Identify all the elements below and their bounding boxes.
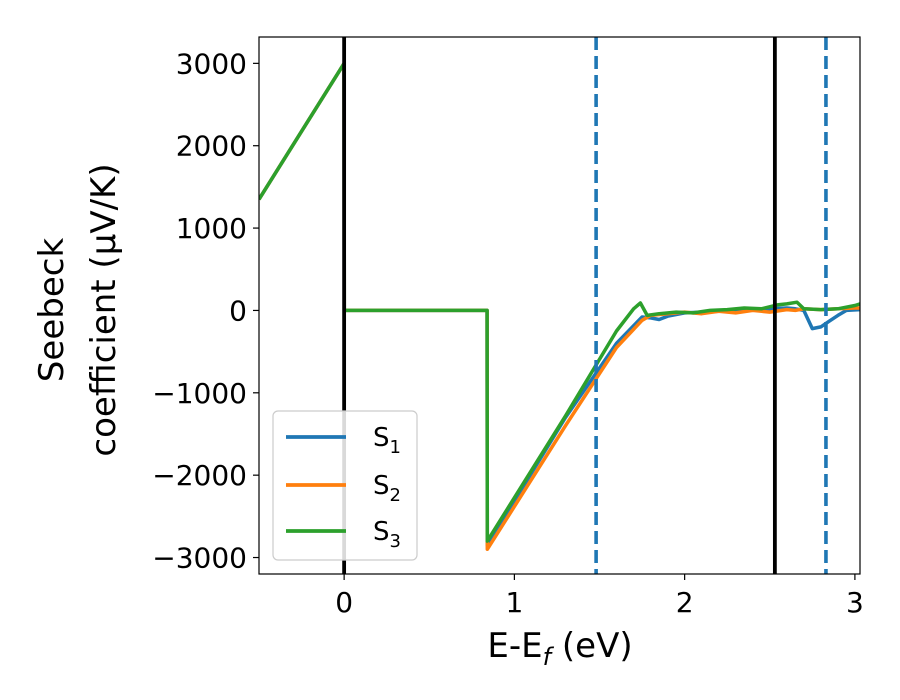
y-axis-title-line2: coefficient (μV/K) (84, 163, 124, 456)
legend: S1 S2 S3 (272, 410, 418, 561)
legend-label-3: S3 (373, 517, 401, 552)
x-tick-label: 3 (846, 586, 864, 619)
y-tick-label: 3000 (176, 47, 247, 80)
legend-label-1: S1 (373, 423, 401, 458)
x-axis-title: E-Ef (eV) (487, 626, 632, 671)
y-axis-title: Seebeck coefficient (μV/K) (32, 163, 124, 456)
y-tick-label: −1000 (152, 377, 247, 410)
x-tick-label: 2 (676, 586, 694, 619)
y-tick-label: 2000 (176, 130, 247, 163)
y-axis-title-line1: Seebeck (32, 238, 72, 383)
y-tick-label: 1000 (176, 212, 247, 245)
y-axis-ticks: 3000 2000 1000 0 −1000 −2000 −3000 (152, 47, 259, 575)
x-axis-title-main: E-E (487, 626, 542, 666)
x-axis-ticks: 0 1 2 3 (335, 574, 864, 619)
y-tick-label: −3000 (152, 542, 247, 575)
y-tick-label: 0 (229, 294, 247, 327)
series-line-3 (259, 61, 860, 543)
plot-frame (258, 36, 861, 575)
y-tick-label: −2000 (152, 459, 247, 492)
x-tick-label: 1 (505, 586, 523, 619)
legend-label-2: S2 (373, 471, 401, 506)
plot-area (259, 37, 860, 574)
x-axis-title-unit: (eV) (551, 626, 633, 666)
x-tick-label: 0 (335, 586, 353, 619)
